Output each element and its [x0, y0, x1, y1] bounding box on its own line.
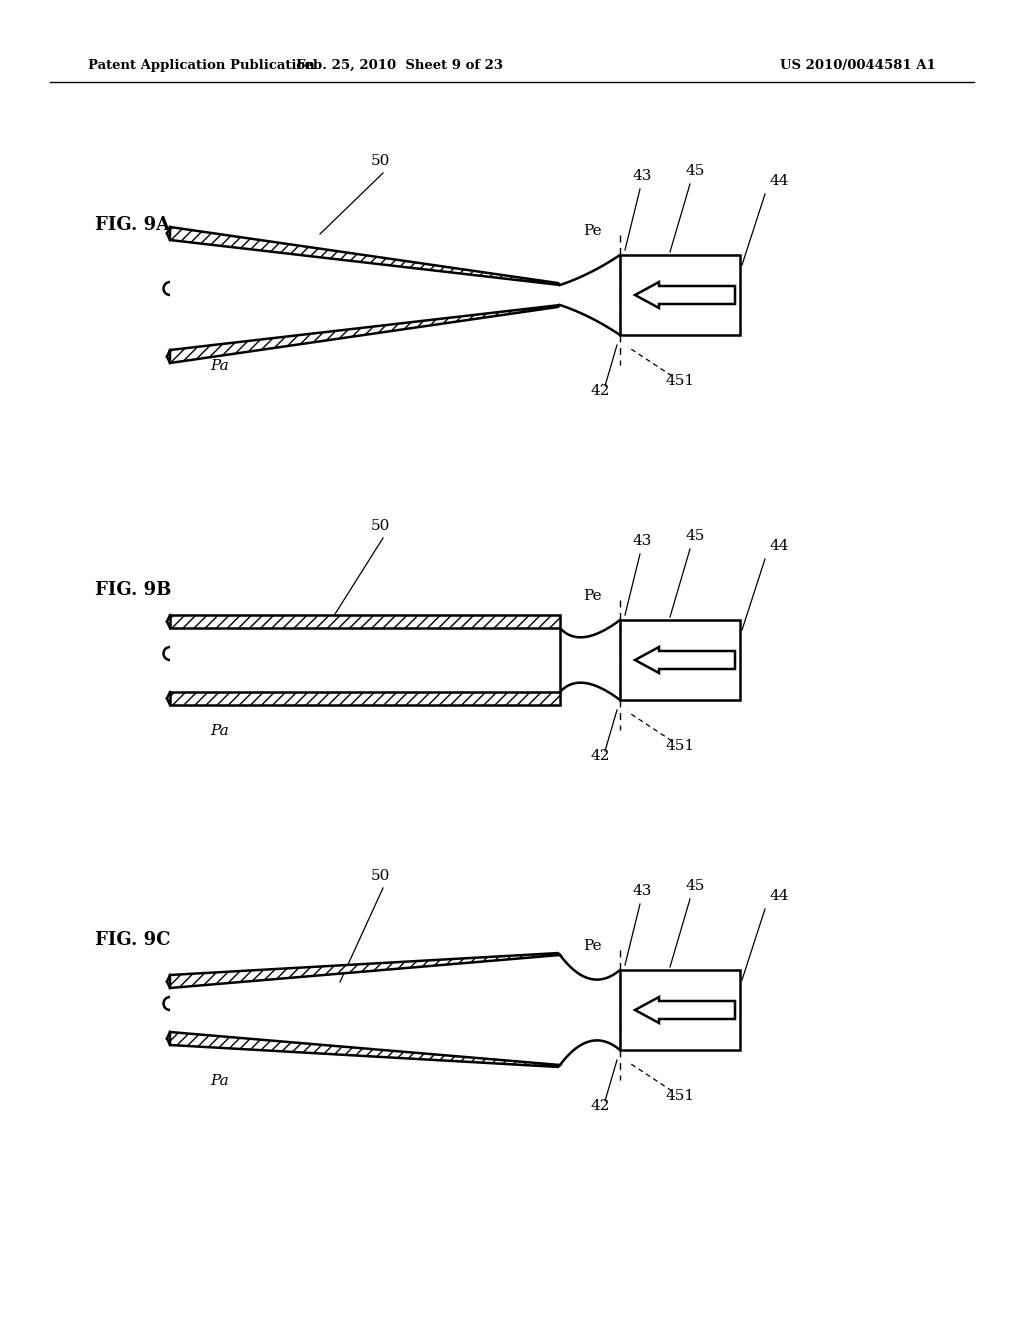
Text: FIG. 9B: FIG. 9B: [95, 581, 171, 599]
Polygon shape: [170, 305, 560, 363]
Text: Pa: Pa: [210, 723, 228, 738]
Text: 451: 451: [666, 739, 694, 752]
Text: 42: 42: [590, 748, 609, 763]
Polygon shape: [170, 1032, 560, 1067]
Text: Pa: Pa: [210, 1074, 228, 1088]
Text: 44: 44: [770, 888, 790, 903]
Text: 43: 43: [632, 169, 651, 183]
Text: Pe: Pe: [583, 939, 601, 953]
Text: US 2010/0044581 A1: US 2010/0044581 A1: [780, 58, 936, 71]
Polygon shape: [170, 615, 560, 628]
Text: 42: 42: [590, 1100, 609, 1113]
Text: 50: 50: [371, 154, 390, 168]
Text: 45: 45: [685, 879, 705, 894]
Text: 44: 44: [770, 174, 790, 187]
FancyArrow shape: [635, 282, 735, 308]
Text: Pe: Pe: [583, 224, 601, 238]
FancyArrow shape: [635, 997, 735, 1023]
Bar: [620, 970, 740, 1049]
Text: 45: 45: [685, 529, 705, 543]
Text: 451: 451: [666, 374, 694, 388]
Text: FIG. 9C: FIG. 9C: [95, 931, 171, 949]
Text: 44: 44: [770, 539, 790, 553]
Text: 43: 43: [632, 884, 651, 898]
Polygon shape: [170, 953, 560, 987]
Polygon shape: [170, 227, 560, 285]
Text: 451: 451: [666, 1089, 694, 1104]
Text: 50: 50: [371, 519, 390, 533]
Bar: [620, 620, 740, 700]
Polygon shape: [170, 692, 560, 705]
Bar: [620, 255, 740, 335]
Text: Feb. 25, 2010  Sheet 9 of 23: Feb. 25, 2010 Sheet 9 of 23: [297, 58, 504, 71]
Text: 50: 50: [371, 869, 390, 883]
Text: 45: 45: [685, 164, 705, 178]
Text: 42: 42: [590, 384, 609, 399]
Text: Pa: Pa: [210, 359, 228, 374]
Text: Patent Application Publication: Patent Application Publication: [88, 58, 314, 71]
FancyArrow shape: [635, 647, 735, 673]
Text: Pe: Pe: [583, 589, 601, 603]
Text: FIG. 9A: FIG. 9A: [95, 216, 170, 234]
Text: 43: 43: [632, 535, 651, 548]
